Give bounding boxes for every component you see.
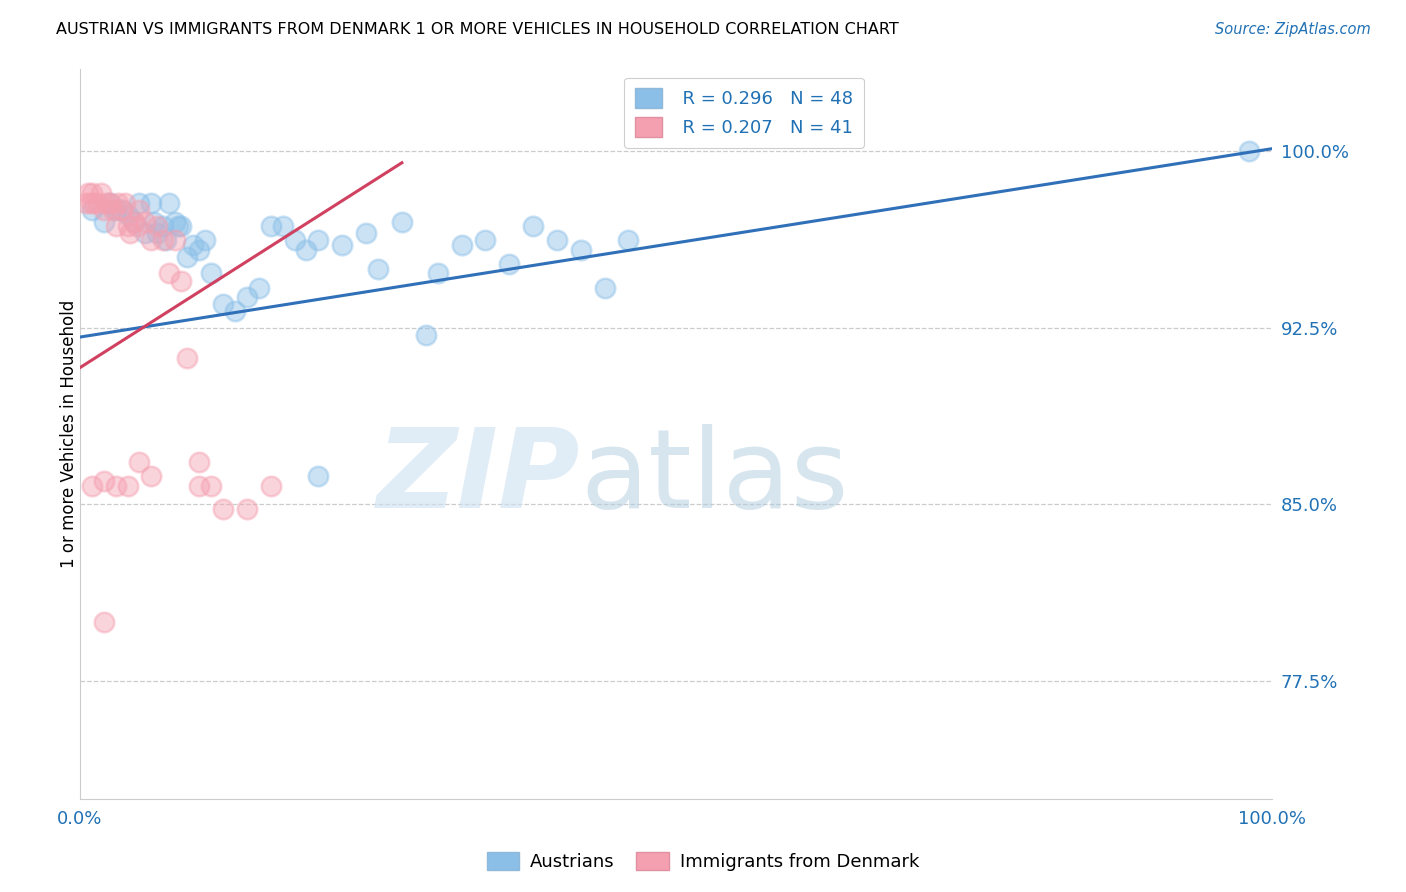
Point <box>128 455 150 469</box>
Point <box>224 304 246 318</box>
Text: atlas: atlas <box>581 424 849 531</box>
Point <box>157 195 180 210</box>
Point <box>176 250 198 264</box>
Point <box>107 195 129 210</box>
Point <box>94 195 117 210</box>
Point <box>236 502 259 516</box>
Point <box>181 238 204 252</box>
Point <box>117 219 139 234</box>
Point <box>166 219 188 234</box>
Point <box>80 186 103 201</box>
Point <box>98 195 121 210</box>
Point <box>141 469 163 483</box>
Point <box>1237 144 1260 158</box>
Text: ZIP: ZIP <box>377 424 581 531</box>
Point <box>122 214 145 228</box>
Point <box>146 219 169 234</box>
Point <box>90 186 112 201</box>
Point <box>212 502 235 516</box>
Y-axis label: 1 or more Vehicles in Household: 1 or more Vehicles in Household <box>60 300 77 568</box>
Point <box>141 195 163 210</box>
Point <box>117 208 139 222</box>
Point <box>522 219 544 234</box>
Legend:   R = 0.296   N = 48,   R = 0.207   N = 41: R = 0.296 N = 48, R = 0.207 N = 41 <box>624 78 863 148</box>
Point <box>142 214 165 228</box>
Point <box>188 455 211 469</box>
Point <box>354 227 377 241</box>
Point <box>128 202 150 217</box>
Point <box>80 478 103 492</box>
Point <box>188 478 211 492</box>
Point <box>415 327 437 342</box>
Legend: Austrians, Immigrants from Denmark: Austrians, Immigrants from Denmark <box>479 845 927 879</box>
Point <box>546 234 568 248</box>
Point <box>260 219 283 234</box>
Point <box>141 234 163 248</box>
Point <box>152 219 174 234</box>
Point <box>194 234 217 248</box>
Point <box>155 234 177 248</box>
Point <box>134 214 156 228</box>
Point <box>176 351 198 366</box>
Point <box>93 474 115 488</box>
Point <box>165 214 187 228</box>
Point <box>450 238 472 252</box>
Point <box>110 202 132 217</box>
Point <box>170 219 193 234</box>
Point <box>93 615 115 629</box>
Point <box>127 219 149 234</box>
Point <box>569 243 592 257</box>
Point <box>122 214 145 228</box>
Point <box>330 238 353 252</box>
Point <box>80 202 103 217</box>
Point <box>83 195 105 210</box>
Point <box>117 478 139 492</box>
Point <box>98 195 121 210</box>
Point <box>103 202 125 217</box>
Point <box>79 195 101 210</box>
Point <box>104 219 127 234</box>
Point <box>236 290 259 304</box>
Point <box>200 267 222 281</box>
Point <box>593 280 616 294</box>
Point <box>247 280 270 294</box>
Point <box>391 214 413 228</box>
Point <box>307 234 329 248</box>
Point <box>170 274 193 288</box>
Point <box>93 202 115 217</box>
Point <box>152 234 174 248</box>
Point <box>110 202 132 217</box>
Point <box>165 234 187 248</box>
Point <box>200 478 222 492</box>
Point <box>271 219 294 234</box>
Point <box>146 227 169 241</box>
Point <box>498 257 520 271</box>
Point <box>474 234 496 248</box>
Point <box>307 469 329 483</box>
Point <box>104 202 127 217</box>
Point <box>87 195 110 210</box>
Point <box>128 195 150 210</box>
Point <box>118 227 141 241</box>
Point <box>426 267 449 281</box>
Point <box>93 214 115 228</box>
Point <box>157 267 180 281</box>
Text: AUSTRIAN VS IMMIGRANTS FROM DENMARK 1 OR MORE VEHICLES IN HOUSEHOLD CORRELATION : AUSTRIAN VS IMMIGRANTS FROM DENMARK 1 OR… <box>56 22 898 37</box>
Point <box>104 478 127 492</box>
Point <box>367 261 389 276</box>
Point <box>188 243 211 257</box>
Point <box>114 195 136 210</box>
Point <box>295 243 318 257</box>
Point <box>75 195 97 210</box>
Point <box>283 234 305 248</box>
Point <box>212 297 235 311</box>
Point <box>134 227 156 241</box>
Point <box>617 234 640 248</box>
Point <box>77 186 100 201</box>
Point <box>260 478 283 492</box>
Text: Source: ZipAtlas.com: Source: ZipAtlas.com <box>1215 22 1371 37</box>
